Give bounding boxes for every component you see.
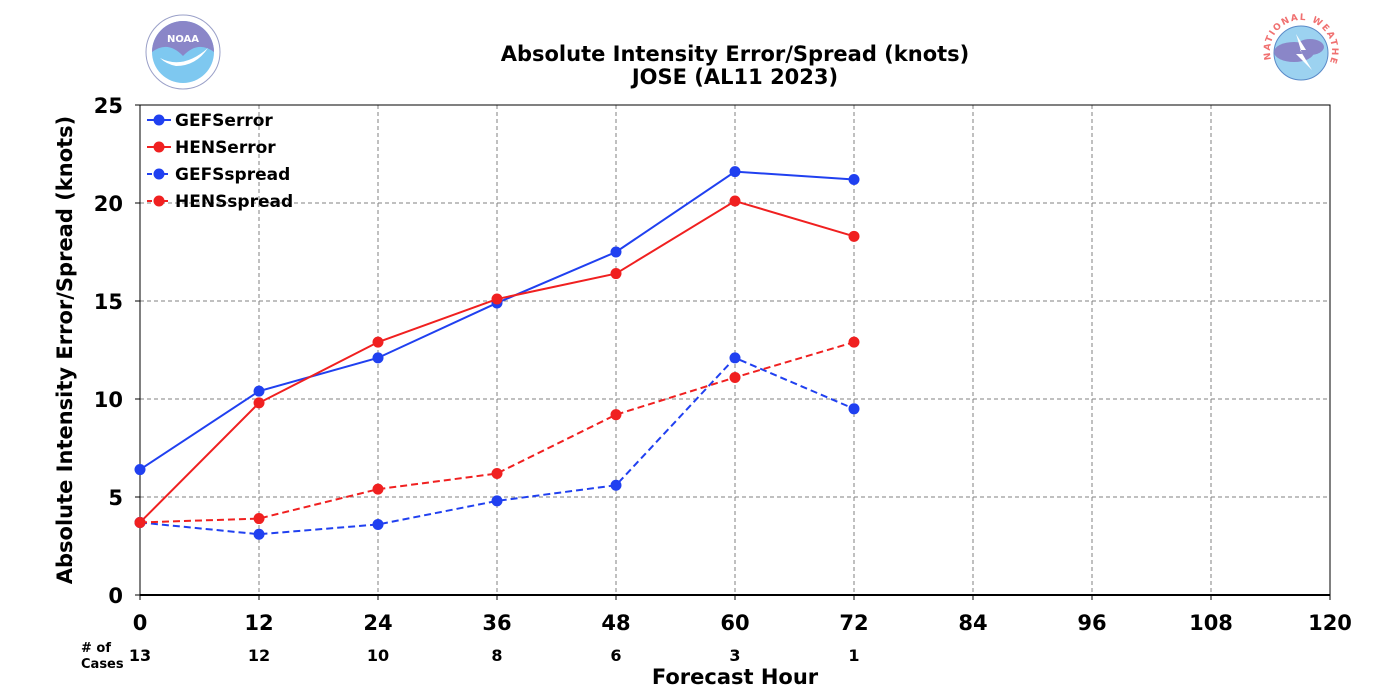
data-point [848, 336, 860, 348]
x-tick-label: 12 [244, 611, 273, 635]
series-hensspread [134, 336, 860, 528]
y-tick-label: 25 [94, 94, 123, 118]
data-point [134, 464, 146, 476]
data-point [610, 409, 622, 421]
data-point [610, 268, 622, 280]
x-tick-label: 84 [958, 611, 987, 635]
data-point [491, 293, 503, 305]
legend-item: GEFSspread [147, 165, 290, 185]
series-henserror [134, 195, 860, 528]
legend-label: HENSspread [175, 192, 293, 212]
x-ticks: 0 12 24 36 48 60 72 84 96 108 120 [133, 595, 1352, 635]
data-point [610, 246, 622, 258]
data-point [491, 495, 503, 507]
legend-swatch-marker [153, 141, 165, 153]
case-count-label: 12 [248, 646, 270, 665]
x-tick-label: 120 [1308, 611, 1352, 635]
y-tick-label: 15 [94, 290, 123, 314]
chart-title: Absolute Intensity Error/Spread (knots) [501, 42, 970, 66]
x-tick-label: 72 [839, 611, 868, 635]
y-tick-label: 5 [108, 486, 123, 510]
y-tick-label: 10 [94, 388, 123, 412]
data-point [253, 397, 265, 409]
chart-subtitle: JOSE (AL11 2023) [630, 65, 838, 89]
noaa-logo: NOAA [145, 14, 221, 90]
legend-swatch-marker [153, 114, 165, 126]
x-tick-label: 24 [363, 611, 392, 635]
legend-item: HENSerror [147, 138, 276, 158]
series-group [134, 166, 860, 540]
case-count-label: 3 [729, 646, 740, 665]
data-point [372, 352, 384, 364]
data-point [134, 516, 146, 528]
data-point [729, 166, 741, 178]
grid [140, 105, 1330, 595]
data-point [372, 518, 384, 530]
data-point [372, 336, 384, 348]
data-point [729, 371, 741, 383]
y-tick-label: 20 [94, 192, 123, 216]
data-point [729, 352, 741, 364]
series-line [139, 170, 855, 471]
case-count-label: 1 [848, 646, 859, 665]
data-point [729, 195, 741, 207]
data-point [372, 483, 384, 495]
x-tick-label: 108 [1189, 611, 1233, 635]
data-point [491, 467, 503, 479]
data-point [253, 385, 265, 397]
y-axis-label: Absolute Intensity Error/Spread (knots) [53, 116, 77, 585]
legend-label: GEFSerror [175, 111, 273, 131]
cases-row: 13 12 10 8 6 3 1 [129, 646, 860, 665]
x-tick-label: 36 [482, 611, 511, 635]
data-point [848, 173, 860, 185]
legend-swatch-marker [153, 195, 165, 207]
case-count-label: 8 [491, 646, 502, 665]
data-point [253, 513, 265, 525]
case-count-label: 13 [129, 646, 151, 665]
noaa-logo-text: NOAA [167, 34, 199, 45]
cases-label-line1: # of [81, 641, 111, 656]
x-tick-label: 48 [601, 611, 630, 635]
legend-label: HENSerror [175, 138, 276, 158]
x-tick-label: 60 [720, 611, 749, 635]
case-count-label: 10 [367, 646, 389, 665]
cases-label-line2: Cases [81, 657, 124, 672]
y-ticks: 0 5 10 15 20 25 [94, 94, 140, 608]
y-tick-label: 0 [108, 584, 123, 608]
legend-label: GEFSspread [175, 165, 290, 185]
legend-item: GEFSerror [147, 111, 273, 131]
x-tick-label: 96 [1077, 611, 1106, 635]
data-point [253, 528, 265, 540]
legend: GEFSerror HENSerror GEFSspread HENSspread [147, 111, 293, 212]
case-count-label: 6 [610, 646, 621, 665]
legend-item: HENSspread [147, 192, 293, 212]
data-point [848, 403, 860, 415]
data-point [848, 230, 860, 242]
data-point [610, 479, 622, 491]
legend-swatch-marker [153, 168, 165, 180]
x-axis-label: Forecast Hour [652, 665, 819, 689]
x-tick-label: 0 [133, 611, 148, 635]
